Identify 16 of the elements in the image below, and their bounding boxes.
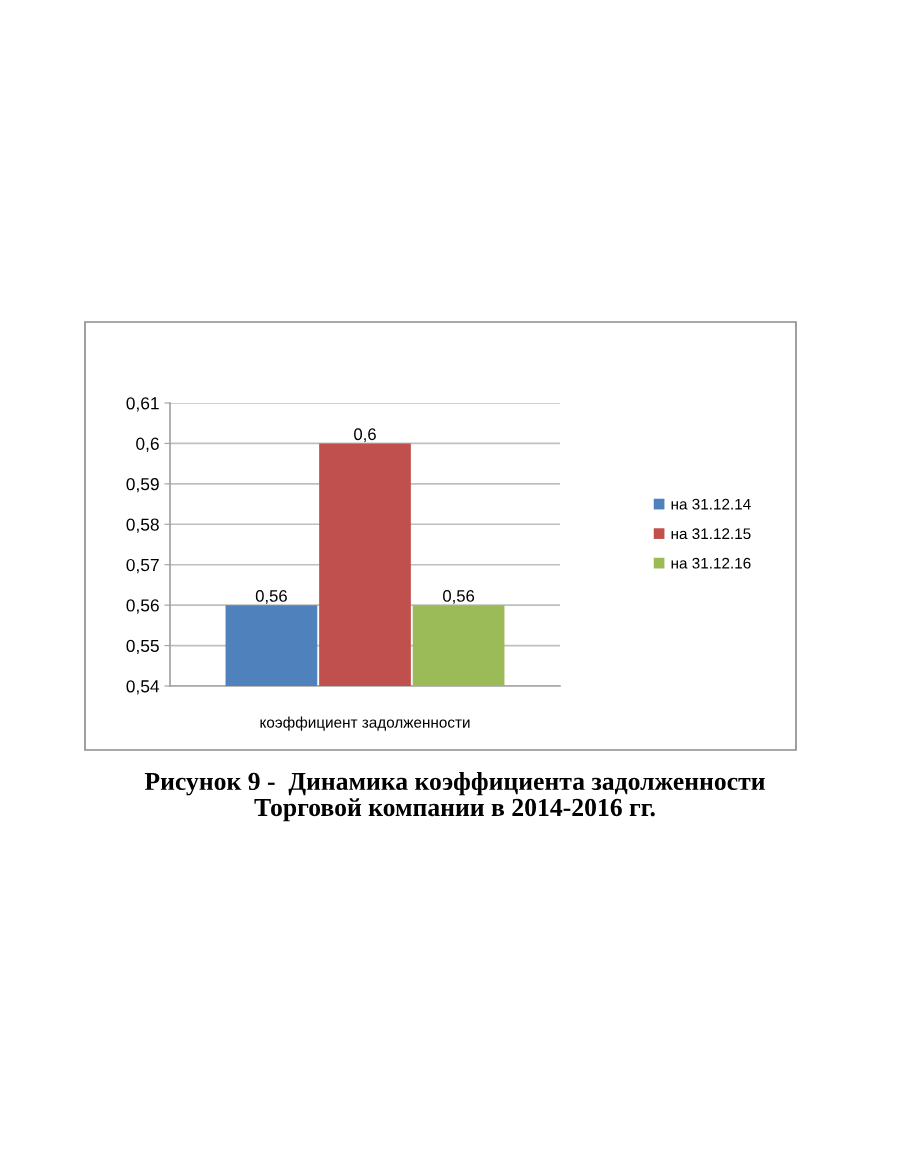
y-tick-label: 0,57 [126, 558, 159, 574]
x-tick-label: коэффициент задолженности [260, 716, 470, 731]
legend-label: на 31.12.15 [671, 528, 751, 540]
legend-label: на 31.12.14 [671, 498, 751, 510]
y-tick-label: 0,54 [126, 680, 160, 695]
data-label: 0,56 [255, 590, 287, 604]
y-tick-label: 0,56 [126, 599, 159, 614]
data-label: 0,56 [443, 590, 475, 604]
text: Рисунок 9 - Динамика коэффициента задолженности Торговой компании в 2014-2016 гг. [144, 772, 765, 822]
y-tick-label: 0,55 [126, 639, 159, 655]
y-tick-label: 0,6 [136, 437, 159, 452]
data-label: 0,6 [354, 428, 376, 443]
legend-label: на 31.12.16 [671, 557, 751, 569]
y-tick-label: 0,58 [126, 518, 159, 533]
y-tick-label: 0,59 [126, 478, 159, 493]
y-tick-label: 0,61 [126, 397, 159, 412]
